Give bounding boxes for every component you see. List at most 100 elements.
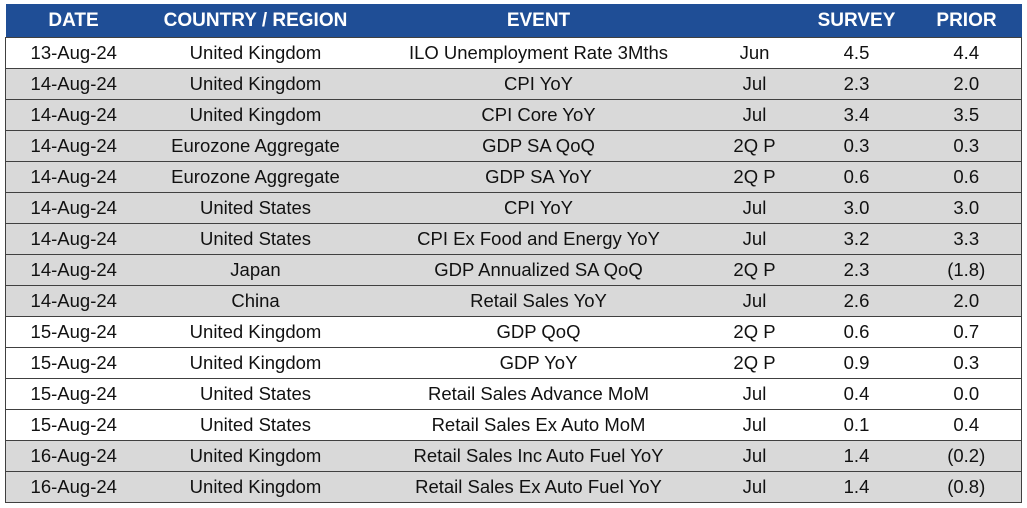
table-cell: Retail Sales Ex Auto MoM — [369, 409, 708, 441]
table-cell: Retail Sales Advance MoM — [369, 378, 708, 410]
table-cell: 15-Aug-24 — [5, 316, 142, 348]
table-row: 15-Aug-24 United States Retail Sales Advan… — [5, 378, 1022, 410]
table-cell: Jul — [707, 409, 802, 441]
table-cell: 14-Aug-24 — [5, 254, 142, 286]
table-cell: 0.4 — [801, 378, 912, 410]
table-cell: 4.5 — [801, 37, 912, 69]
table-cell: Jun — [707, 37, 802, 69]
table-cell: 0.9 — [801, 347, 912, 379]
table-cell: China — [141, 285, 370, 317]
table-cell: 3.0 — [911, 192, 1022, 224]
table-cell: Jul — [707, 378, 802, 410]
table-cell: (0.8) — [911, 471, 1022, 503]
table-cell: CPI Core YoY — [369, 99, 708, 131]
table-row: 14-Aug-24 United States CPI YoY Jul 3.0 3.0 — [5, 192, 1022, 224]
table-cell: 2.0 — [911, 68, 1022, 100]
header-cell — [707, 4, 802, 38]
table-cell: GDP QoQ — [369, 316, 708, 348]
table-row: 15-Aug-24 United Kingdom GDP YoY 2Q P 0.9 0.3 — [5, 347, 1022, 379]
table-cell: 14-Aug-24 — [5, 161, 142, 193]
table-cell: Retail Sales Ex Auto Fuel YoY — [369, 471, 708, 503]
table-cell: United Kingdom — [141, 316, 370, 348]
table-cell: United States — [141, 378, 370, 410]
table-row: 14-Aug-24 United Kingdom CPI Core YoY Jul 3.… — [5, 99, 1022, 131]
table-cell: 2.3 — [801, 254, 912, 286]
table-cell: 0.6 — [801, 161, 912, 193]
table-cell: 14-Aug-24 — [5, 192, 142, 224]
table-row: 14-Aug-24 United Kingdom CPI YoY Jul 2.3 2.0 — [5, 68, 1022, 100]
table-cell: United Kingdom — [141, 440, 370, 472]
table-cell: Retail Sales YoY — [369, 285, 708, 317]
table-row: 15-Aug-24 United Kingdom GDP QoQ 2Q P 0.6 0.7 — [5, 316, 1022, 348]
header-cell: COUNTRY / REGION — [141, 4, 370, 38]
table-cell: United Kingdom — [141, 99, 370, 131]
table-cell: Eurozone Aggregate — [141, 161, 370, 193]
table-cell: 15-Aug-24 — [5, 378, 142, 410]
table-cell: United States — [141, 223, 370, 255]
table-cell: 0.6 — [801, 316, 912, 348]
table-cell: United Kingdom — [141, 471, 370, 503]
table-cell: Japan — [141, 254, 370, 286]
table-cell: 15-Aug-24 — [5, 347, 142, 379]
table-cell: United Kingdom — [141, 347, 370, 379]
table-cell: Eurozone Aggregate — [141, 130, 370, 162]
table-cell: 0.4 — [911, 409, 1022, 441]
header-cell: EVENT — [369, 4, 708, 38]
table-row: 15-Aug-24 United States Retail Sales Ex Au… — [5, 409, 1022, 441]
table-cell: United Kingdom — [141, 68, 370, 100]
table-cell: 16-Aug-24 — [5, 471, 142, 503]
table-row: 14-Aug-24 Eurozone Aggregate GDP SA YoY 2Q … — [5, 161, 1022, 193]
table-cell: CPI YoY — [369, 68, 708, 100]
table-cell: Jul — [707, 471, 802, 503]
table-cell: 3.2 — [801, 223, 912, 255]
table-cell: 0.3 — [911, 347, 1022, 379]
table-cell: 2Q P — [707, 316, 802, 348]
table-cell: 2.0 — [911, 285, 1022, 317]
table-cell: GDP SA YoY — [369, 161, 708, 193]
table-cell: 3.3 — [911, 223, 1022, 255]
table-cell: United States — [141, 192, 370, 224]
table-cell: Jul — [707, 99, 802, 131]
table-cell: 2Q P — [707, 130, 802, 162]
table-cell: 0.3 — [801, 130, 912, 162]
table-cell: ILO Unemployment Rate 3Mths — [369, 37, 708, 69]
table-cell: United States — [141, 409, 370, 441]
table-cell: 14-Aug-24 — [5, 68, 142, 100]
table-cell: 0.3 — [911, 130, 1022, 162]
table-cell: 2.3 — [801, 68, 912, 100]
table-cell: 2Q P — [707, 347, 802, 379]
header-cell: PRIOR — [911, 4, 1022, 38]
table-cell: CPI Ex Food and Energy YoY — [369, 223, 708, 255]
table-cell: (1.8) — [911, 254, 1022, 286]
table-cell: 3.5 — [911, 99, 1022, 131]
table-cell: GDP Annualized SA QoQ — [369, 254, 708, 286]
table-header: DATE COUNTRY / REGION EVENT SURVEY PRIOR — [5, 4, 1022, 38]
table-cell: Retail Sales Inc Auto Fuel YoY — [369, 440, 708, 472]
table-cell: 0.7 — [911, 316, 1022, 348]
table-cell: 3.4 — [801, 99, 912, 131]
table-cell: 0.0 — [911, 378, 1022, 410]
table-row: 14-Aug-24 United States CPI Ex Food and En… — [5, 223, 1022, 255]
calendar-table: DATE COUNTRY / REGION EVENT SURVEY PRIOR… — [5, 4, 1022, 503]
table-cell: 3.0 — [801, 192, 912, 224]
table-cell: GDP YoY — [369, 347, 708, 379]
table-cell: 2.6 — [801, 285, 912, 317]
table-cell: 16-Aug-24 — [5, 440, 142, 472]
table-row: 14-Aug-24 Eurozone Aggregate GDP SA QoQ 2Q … — [5, 130, 1022, 162]
table-cell: Jul — [707, 192, 802, 224]
table-cell: 14-Aug-24 — [5, 99, 142, 131]
table-cell: Jul — [707, 285, 802, 317]
table-cell: 1.4 — [801, 440, 912, 472]
table-cell: 15-Aug-24 — [5, 409, 142, 441]
header-row: DATE COUNTRY / REGION EVENT SURVEY PRIOR — [5, 4, 1022, 38]
table-row: 13-Aug-24 United Kingdom ILO Unemployment … — [5, 37, 1022, 69]
table-cell: 14-Aug-24 — [5, 223, 142, 255]
table-cell: Jul — [707, 440, 802, 472]
table-cell: GDP SA QoQ — [369, 130, 708, 162]
table-body: 13-Aug-24 United Kingdom ILO Unemployment … — [5, 37, 1022, 503]
table-cell: 1.4 — [801, 471, 912, 503]
table-cell: 2Q P — [707, 161, 802, 193]
table-cell: 2Q P — [707, 254, 802, 286]
